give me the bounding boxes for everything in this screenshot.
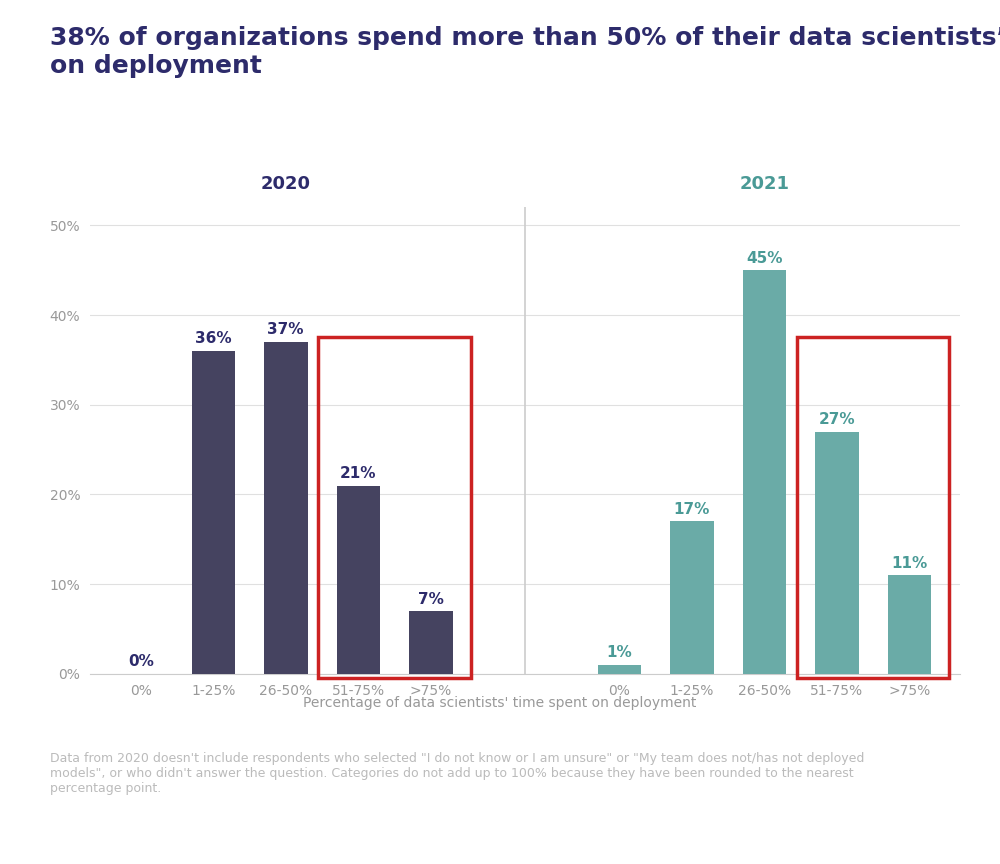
Bar [264, 342, 308, 674]
Text: Data from 2020 doesn't include respondents who selected "I do not know or I am u: Data from 2020 doesn't include responden… [50, 752, 864, 795]
Text: 17%: 17% [674, 502, 710, 517]
Text: 7%: 7% [418, 592, 444, 607]
Text: 1%: 1% [606, 645, 632, 660]
Text: 2020: 2020 [261, 175, 311, 194]
Text: 2021: 2021 [739, 175, 789, 194]
Bar [670, 521, 714, 674]
Bar [742, 270, 786, 674]
Bar [192, 351, 235, 674]
Bar [815, 432, 858, 674]
Text: 27%: 27% [818, 412, 855, 427]
Text: 37%: 37% [268, 322, 304, 338]
Text: 45%: 45% [746, 251, 782, 266]
Bar [797, 338, 949, 678]
Text: 11%: 11% [891, 556, 927, 571]
Text: 36%: 36% [195, 332, 232, 346]
Text: Percentage of data scientists' time spent on deployment: Percentage of data scientists' time spen… [303, 696, 697, 709]
Bar [318, 338, 471, 678]
Bar [598, 665, 641, 674]
Text: 21%: 21% [340, 466, 376, 481]
Bar [336, 486, 380, 674]
Text: 0%: 0% [128, 654, 154, 670]
Bar [888, 575, 931, 674]
Text: 38% of organizations spend more than 50% of their data scientists’ time
on deplo: 38% of organizations spend more than 50%… [50, 26, 1000, 78]
Bar [409, 611, 452, 674]
